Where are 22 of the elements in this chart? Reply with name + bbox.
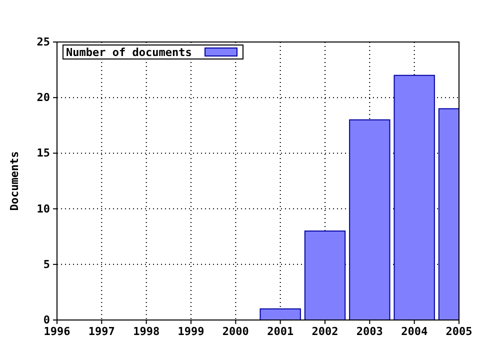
- y-tick-label: 15: [36, 146, 50, 160]
- x-tick-label: 2004: [401, 324, 428, 338]
- x-tick-label: 2005: [446, 324, 472, 338]
- y-tick-label: 5: [43, 258, 50, 271]
- legend-label: Number of documents: [66, 46, 192, 59]
- bar: [394, 74, 435, 320]
- bar: [349, 119, 390, 320]
- x-tick-label: 2003: [356, 324, 383, 338]
- bar: [260, 308, 301, 320]
- y-tick-label: 10: [36, 202, 50, 216]
- x-tick-label: 1996: [44, 324, 71, 338]
- y-tick-label: 25: [36, 36, 50, 49]
- x-tick-label: 2000: [222, 324, 249, 338]
- y-tick-label: 20: [36, 91, 50, 104]
- y-tick-label: 0: [43, 314, 50, 327]
- x-tick-label: 1998: [133, 324, 160, 338]
- bar: [304, 230, 346, 320]
- x-tick-label: 2002: [312, 324, 338, 338]
- y-axis-title: Documents: [8, 151, 21, 211]
- x-tick-label: 1997: [88, 324, 115, 338]
- x-tick-label: 2001: [267, 324, 294, 338]
- x-tick-label: 1999: [178, 324, 204, 338]
